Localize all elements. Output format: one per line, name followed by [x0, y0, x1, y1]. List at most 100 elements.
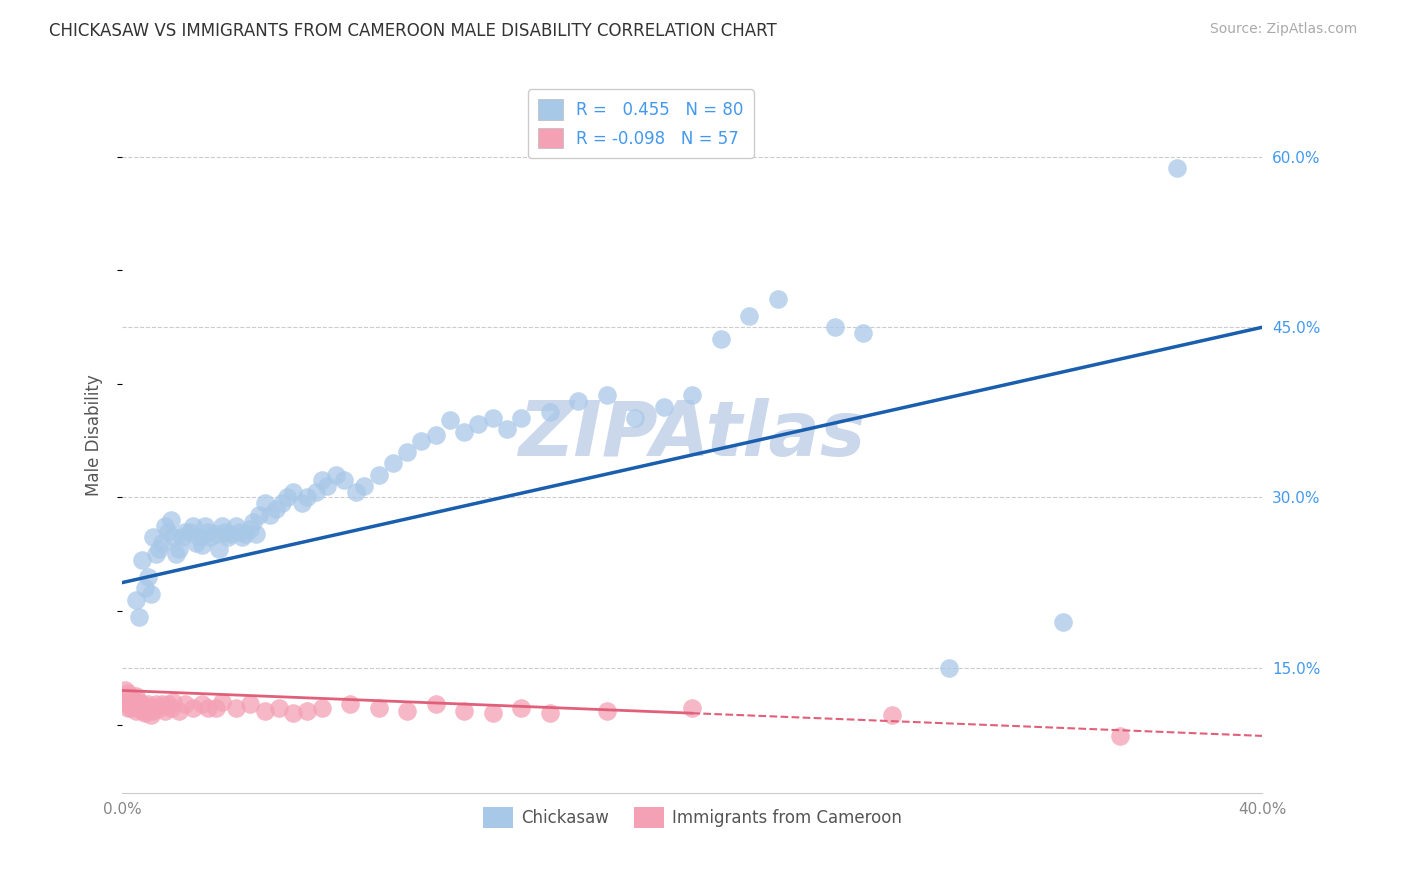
Point: [325, 467, 347, 482]
Text: ZIPAtlas: ZIPAtlas: [519, 398, 866, 472]
Point: [311, 700, 333, 714]
Point: [117, 686, 139, 700]
Point: [624, 411, 647, 425]
Point: [228, 524, 250, 539]
Point: [305, 484, 328, 499]
Point: [188, 530, 211, 544]
Point: [453, 425, 475, 439]
Point: [200, 530, 222, 544]
Point: [186, 536, 208, 550]
Point: [122, 692, 145, 706]
Point: [425, 697, 447, 711]
Point: [281, 484, 304, 499]
Point: [114, 683, 136, 698]
Point: [824, 320, 846, 334]
Point: [297, 491, 319, 505]
Point: [880, 708, 903, 723]
Point: [681, 700, 703, 714]
Point: [353, 479, 375, 493]
Point: [134, 582, 156, 596]
Point: [159, 513, 181, 527]
Point: [150, 536, 173, 550]
Point: [170, 530, 193, 544]
Point: [496, 422, 519, 436]
Point: [179, 524, 201, 539]
Point: [267, 700, 290, 714]
Point: [396, 704, 419, 718]
Point: [481, 706, 503, 721]
Point: [128, 700, 150, 714]
Point: [259, 508, 281, 522]
Point: [205, 700, 228, 714]
Point: [264, 501, 287, 516]
Point: [344, 484, 367, 499]
Point: [167, 541, 190, 556]
Point: [197, 524, 219, 539]
Point: [510, 411, 533, 425]
Point: [117, 697, 139, 711]
Point: [194, 519, 217, 533]
Point: [122, 697, 145, 711]
Point: [145, 547, 167, 561]
Point: [567, 394, 589, 409]
Point: [225, 700, 247, 714]
Point: [1052, 615, 1074, 630]
Point: [114, 689, 136, 703]
Point: [411, 434, 433, 448]
Point: [183, 700, 205, 714]
Point: [311, 474, 333, 488]
Point: [333, 474, 356, 488]
Point: [139, 700, 162, 714]
Point: [162, 695, 184, 709]
Point: [134, 706, 156, 721]
Point: [148, 541, 170, 556]
Point: [145, 697, 167, 711]
Point: [339, 697, 361, 711]
Point: [125, 697, 148, 711]
Point: [128, 695, 150, 709]
Point: [173, 697, 195, 711]
Point: [425, 428, 447, 442]
Point: [1166, 161, 1188, 176]
Point: [652, 400, 675, 414]
Point: [156, 524, 179, 539]
Point: [134, 700, 156, 714]
Point: [131, 697, 153, 711]
Point: [538, 405, 561, 419]
Point: [211, 519, 233, 533]
Point: [247, 508, 270, 522]
Point: [125, 592, 148, 607]
Point: [467, 417, 489, 431]
Point: [165, 547, 187, 561]
Point: [128, 609, 150, 624]
Point: [738, 309, 761, 323]
Point: [183, 519, 205, 533]
Point: [253, 704, 276, 718]
Point: [136, 697, 159, 711]
Point: [125, 689, 148, 703]
Legend: Chickasaw, Immigrants from Cameroon: Chickasaw, Immigrants from Cameroon: [475, 801, 908, 834]
Point: [131, 704, 153, 718]
Point: [191, 538, 214, 552]
Point: [233, 526, 256, 541]
Text: CHICKASAW VS IMMIGRANTS FROM CAMEROON MALE DISABILITY CORRELATION CHART: CHICKASAW VS IMMIGRANTS FROM CAMEROON MA…: [49, 22, 778, 40]
Point: [439, 413, 461, 427]
Point: [510, 700, 533, 714]
Point: [117, 700, 139, 714]
Point: [281, 706, 304, 721]
Point: [453, 704, 475, 718]
Point: [219, 526, 242, 541]
Point: [1109, 729, 1132, 743]
Point: [153, 519, 176, 533]
Point: [239, 522, 262, 536]
Point: [710, 332, 733, 346]
Point: [156, 697, 179, 711]
Point: [852, 326, 875, 340]
Point: [242, 516, 264, 530]
Point: [211, 695, 233, 709]
Point: [481, 411, 503, 425]
Point: [396, 445, 419, 459]
Point: [316, 479, 339, 493]
Point: [239, 697, 262, 711]
Point: [136, 570, 159, 584]
